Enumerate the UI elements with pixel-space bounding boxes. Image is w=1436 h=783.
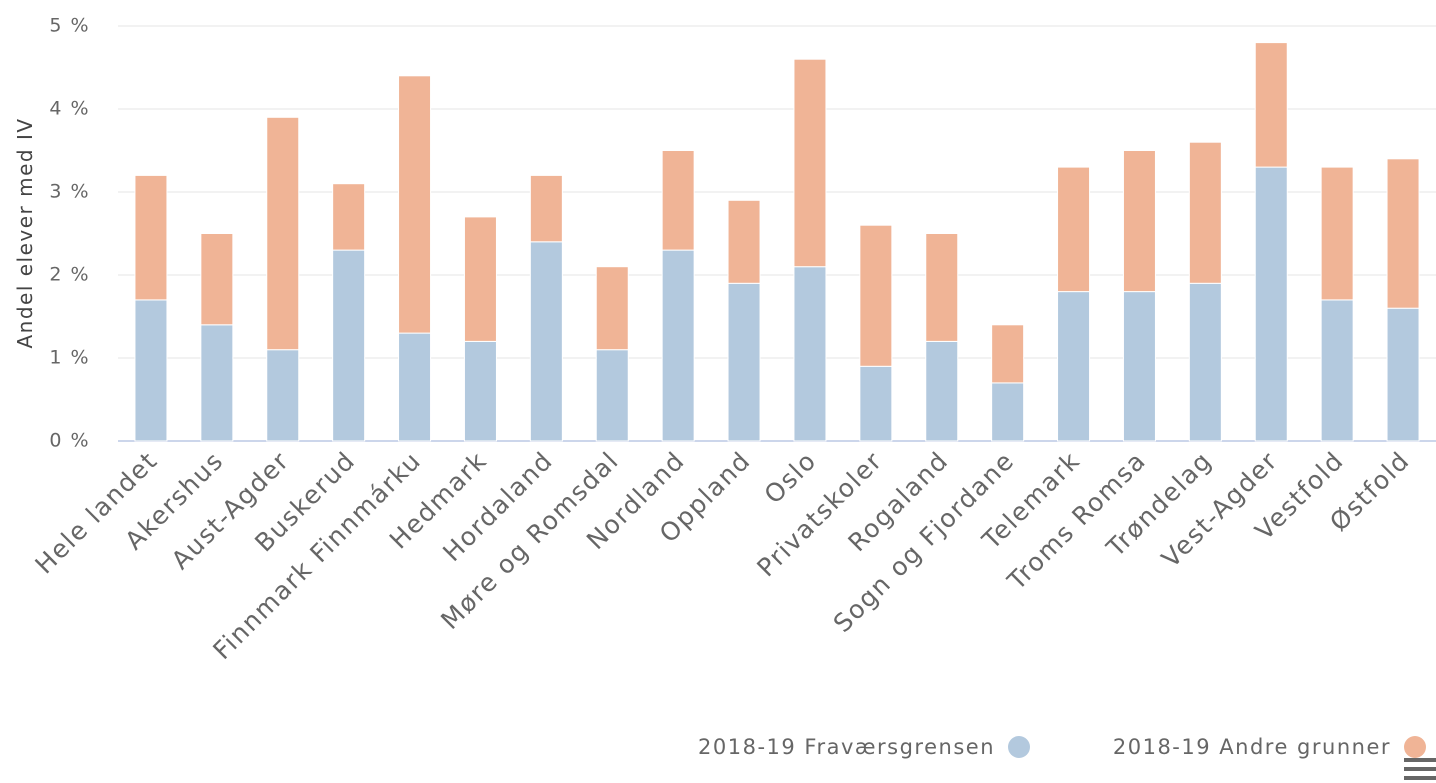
legend-swatch [1404,736,1426,758]
legend-swatch [1008,736,1030,758]
bar-segment [529,241,563,442]
bar-segment [1122,150,1156,293]
bar-segment [266,349,300,442]
menu-line[interactable] [1404,758,1436,762]
bar-segment [925,340,959,442]
bar-segment [200,233,234,326]
bar-segment [595,266,629,351]
y-tick-label: 2 % [49,264,90,286]
bar-segment [200,324,234,442]
bar-segment [991,382,1025,442]
bar-segment [1320,299,1354,442]
bar-segment [793,266,827,442]
bar-segment [1320,166,1354,301]
bar-segment [1254,166,1288,442]
menu-line[interactable] [1404,776,1436,780]
bar-segment [661,150,695,251]
bar-segment [727,282,761,442]
y-tick-label: 5 % [49,15,90,37]
bar-segment [398,75,432,334]
legend-label: 2018-19 Andre grunner [1113,735,1391,759]
bar-segment [1386,307,1420,442]
y-axis-label: Andel elever med IV [13,117,37,348]
bar-segment [463,340,497,442]
bar-segment [727,199,761,284]
y-tick-label: 0 % [49,430,90,452]
bar-segment [1188,282,1222,442]
bar-segment [595,349,629,442]
bar-segment [332,183,366,251]
bar-segment [1188,141,1222,284]
bar-segment [661,249,695,442]
menu-button[interactable] [1404,758,1436,780]
bar-segment [134,299,168,442]
y-tick-label: 4 % [49,98,90,120]
bar-segment [1386,158,1420,309]
bar-segment [793,58,827,268]
bar-segment [398,332,432,442]
bar-segment [991,324,1025,384]
y-tick-label: 1 % [49,347,90,369]
menu-line[interactable] [1404,767,1436,771]
bar-segment [859,365,893,442]
bar-segment [529,174,563,243]
bar-segment [266,116,300,351]
bar-segment [925,233,959,342]
bar-segment [1122,291,1156,442]
bar-segment [332,249,366,442]
bar-segment [134,174,168,301]
legend-label: 2018-19 Fraværsgrensen [698,735,995,759]
y-tick-label: 3 % [49,181,90,203]
bar-segment [859,224,893,367]
bar-segment [1057,166,1091,293]
bar-segment [463,216,497,342]
bar-segment [1057,291,1091,442]
bar-segment [1254,42,1288,168]
